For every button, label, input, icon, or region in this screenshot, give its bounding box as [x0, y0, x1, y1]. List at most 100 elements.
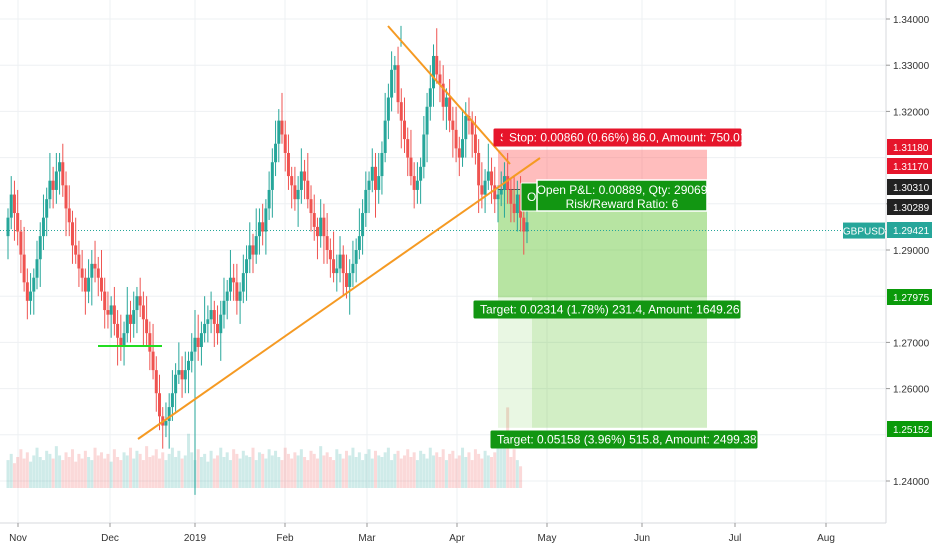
volume-bar: [399, 458, 403, 488]
price-tag-value: 1.27975: [893, 293, 930, 304]
volume-bar: [309, 450, 313, 488]
price-tick-label: 1.32000: [893, 107, 930, 118]
volume-bar: [441, 449, 445, 488]
price-tag-box: [887, 179, 932, 195]
volume-bar: [422, 453, 426, 488]
candle-body: [122, 333, 126, 348]
volume-bar: [377, 455, 381, 488]
volume-bar: [161, 452, 165, 488]
time-tick-label: Feb: [276, 533, 294, 544]
candle-body: [380, 152, 384, 177]
candle-body: [432, 55, 436, 89]
volume-bar: [451, 450, 455, 488]
candle-body: [277, 120, 281, 144]
volume-bar: [54, 446, 58, 488]
candle-body: [51, 180, 55, 190]
volume-bar: [509, 457, 513, 488]
volume-bar: [406, 449, 410, 488]
candles: [6, 25, 529, 495]
volume-bar: [93, 447, 97, 488]
volume-bar: [348, 455, 352, 488]
volume-bar: [199, 457, 203, 488]
volume-bar: [283, 447, 287, 488]
volume-bar: [361, 460, 365, 488]
trend-drawings[interactable]: [98, 25, 541, 440]
candle-body: [435, 55, 439, 75]
price-tick-label: 1.29000: [893, 246, 930, 257]
volume-bar: [145, 446, 149, 488]
candle-body: [212, 310, 216, 324]
candle-body: [470, 120, 474, 135]
candle-body: [312, 213, 316, 227]
volume-bar: [306, 460, 310, 488]
price-tick-label: 1.34000: [893, 15, 930, 26]
candle-body: [29, 291, 33, 301]
volume-bar: [138, 453, 142, 488]
open-pnl-text: Open P&L: 0.00889, Qty: 29069: [537, 183, 708, 197]
volume-bar: [496, 447, 500, 488]
volume-bar: [519, 466, 523, 488]
candle-body: [306, 180, 310, 200]
volume-bar: [187, 433, 191, 488]
candle-body: [283, 134, 287, 153]
target2-zone: [532, 297, 707, 428]
candle-body: [522, 217, 526, 232]
candle-body: [58, 162, 62, 172]
volume-bar: [383, 452, 387, 488]
volume-bar: [335, 449, 339, 488]
volume-bar: [48, 453, 52, 488]
stop-label-box: [502, 128, 742, 147]
candle-body: [228, 277, 232, 292]
volume-bar: [45, 450, 49, 488]
volume-bar: [351, 447, 355, 488]
time-axis[interactable]: Nov Dec 2019 Feb Mar Apr May Jun Jul Aug: [0, 522, 886, 544]
candle-body: [183, 370, 187, 380]
candle-body: [141, 305, 145, 320]
volume-bar: [286, 453, 290, 488]
volume-bar: [141, 460, 145, 488]
volume-bar: [438, 457, 442, 488]
volume-bar: [515, 460, 519, 488]
price-tag-box: [887, 158, 932, 174]
candle-body: [216, 323, 220, 334]
volume-bar: [238, 458, 242, 488]
volume-bar: [135, 450, 139, 488]
candle-body: [512, 203, 516, 214]
volume-bar: [196, 449, 200, 488]
volume-bar: [70, 449, 74, 488]
volume-bar: [354, 457, 358, 488]
price-tag-value: 1.29421: [893, 226, 930, 237]
candle-body: [12, 194, 16, 214]
candle-body: [267, 189, 271, 209]
time-tick-label: Mar: [358, 533, 376, 544]
volume-bar: [180, 458, 184, 488]
candle-body: [425, 106, 429, 135]
volume-bar: [103, 458, 107, 488]
volume-bar: [125, 455, 129, 488]
support-trendline[interactable]: [137, 157, 541, 440]
target1-label-box: [473, 300, 741, 319]
price-tag-box: [887, 139, 932, 155]
volume-bar: [16, 457, 20, 488]
volume-bar: [357, 452, 361, 488]
volume-bar: [235, 453, 239, 488]
candle-body: [348, 273, 352, 287]
price-axis[interactable]: 1.340001.330001.320001.300001.290001.270…: [843, 0, 932, 523]
volume-bar: [19, 449, 23, 488]
volume-bar: [209, 450, 213, 488]
volume-bar: [74, 461, 78, 488]
volume-bar: [228, 460, 232, 488]
volume-bar: [219, 447, 223, 488]
target1-label: Target: 0.02314 (1.78%) 231.4, Amount: 1…: [473, 300, 741, 319]
candle-body: [441, 83, 445, 107]
candle-body: [132, 310, 136, 324]
candle-body: [80, 268, 84, 278]
candle-body: [99, 277, 103, 292]
resistance-trendline[interactable]: [387, 25, 511, 165]
volume-bar: [90, 460, 94, 488]
volume-bar: [254, 460, 258, 488]
candle-body: [364, 189, 368, 214]
volume-bar: [477, 453, 481, 488]
volume-bar: [270, 455, 274, 488]
